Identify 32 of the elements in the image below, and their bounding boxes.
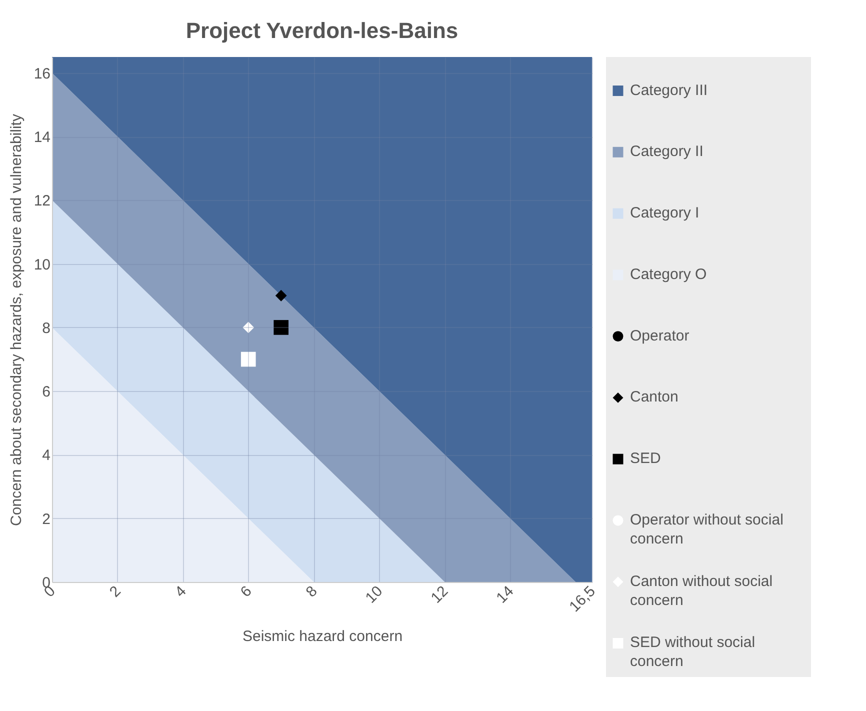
y-tick-label: 8 [42,320,50,337]
y-tick-label: 2 [42,510,50,528]
legend-label: Category O [630,266,707,283]
x-tick-label: 14 [493,582,518,607]
x-tick-label: 12 [428,582,452,607]
legend-label: Operator [630,327,690,344]
y-tick-label: 16 [34,65,50,82]
y-tick-label: 14 [34,129,50,146]
point [242,322,254,334]
y-tick-label: 10 [34,256,50,274]
legend-label: Canton without social concern [630,572,773,609]
x-tick-label: 8 [302,582,321,601]
legend-label: Operator without social concern [630,511,784,548]
legend-label: Category III [630,82,708,99]
y-tick-label: 6 [42,384,50,401]
y-tick-label: 12 [34,192,50,210]
x-axis-title: Seismic hazard concern [242,628,403,645]
legend-label: Category II [630,143,704,160]
legend-label: Category I [630,204,700,222]
legend-label: SED without social concern [630,634,756,670]
chart-title: Project Yverdon-les-Bains [186,18,458,43]
x-tick-label: 4 [172,582,190,601]
point [275,290,287,302]
x-tick-label: 6 [237,582,256,601]
x-tick-label: 10 [362,582,386,607]
y-axis-title: Concern about secondary hazards, exposure and vulnerability [8,114,25,526]
x-tick-label: 2 [106,582,124,601]
y-tick-label: 4 [42,447,50,464]
point [274,320,289,335]
legend-label: SED [630,450,662,468]
point [240,352,256,367]
legend-label: Canton [630,388,678,406]
